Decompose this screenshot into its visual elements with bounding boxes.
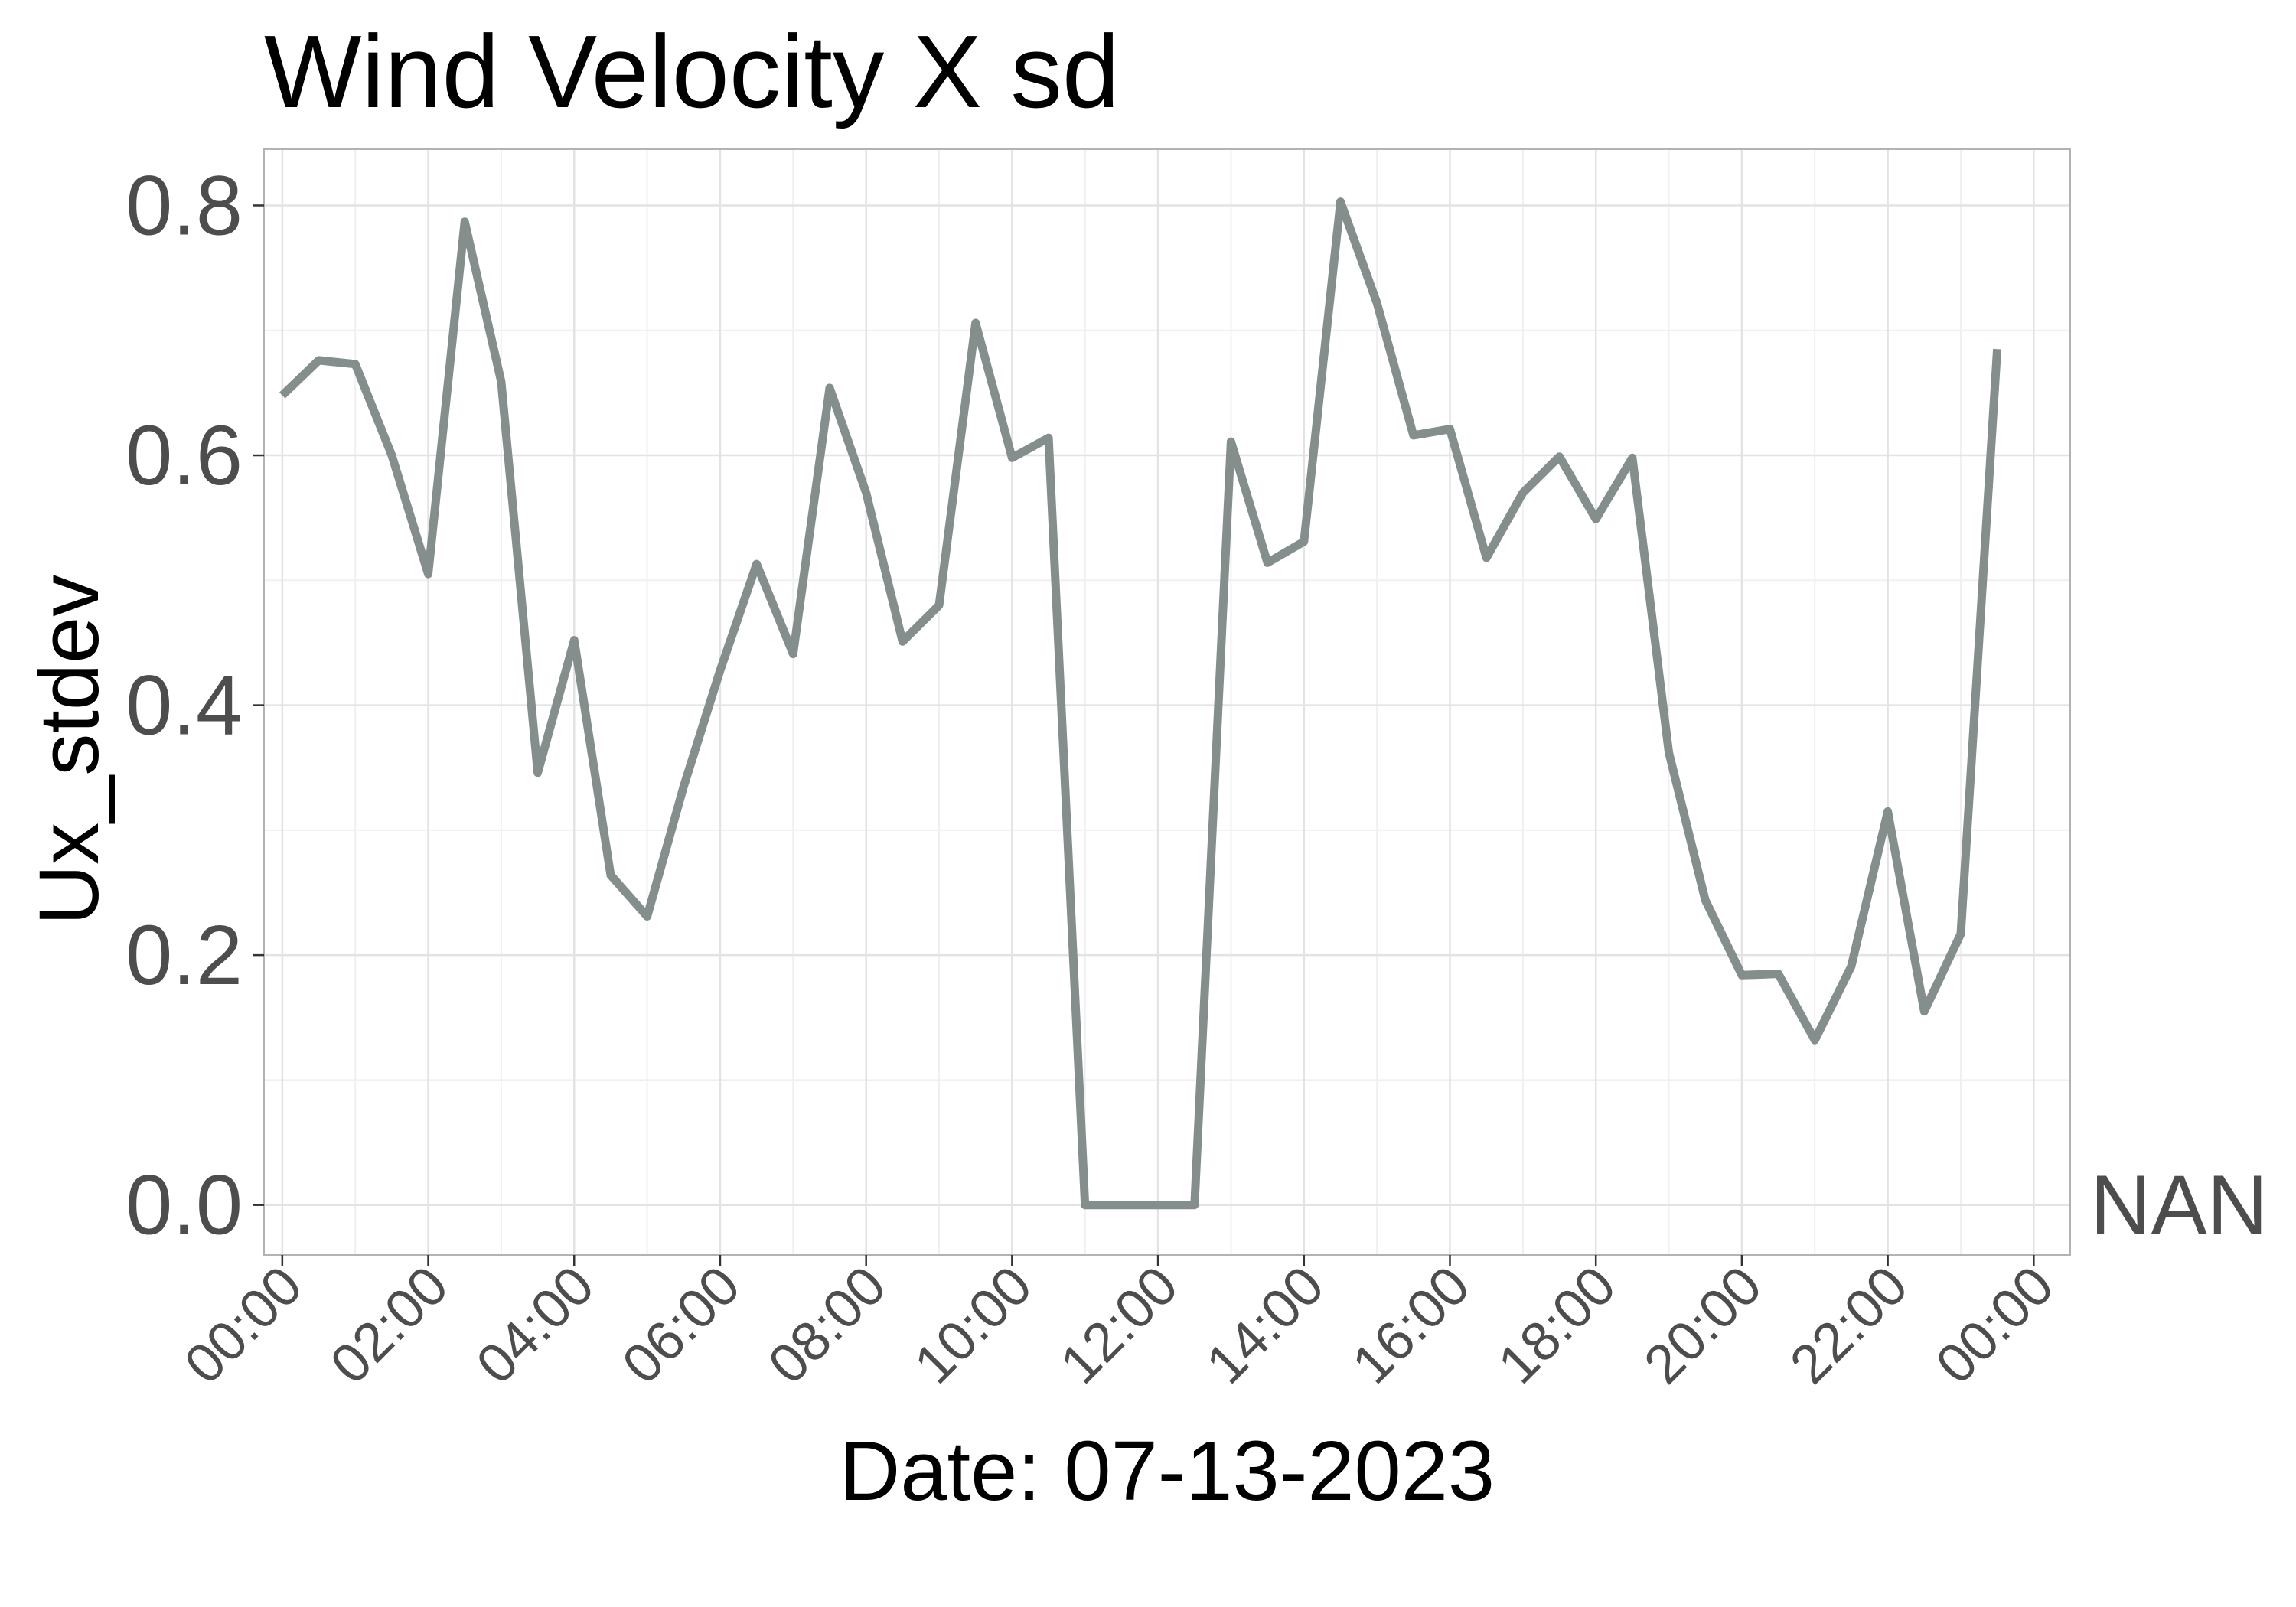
y-tick-label: 0.2: [126, 908, 243, 1002]
x-tick-label: 04:00: [465, 1255, 606, 1396]
y-axis-ticks: 0.0 0.2 0.4 0.6 0.8: [126, 158, 264, 1253]
x-tick-label: 02:00: [319, 1255, 460, 1396]
x-tick-label: 00:00: [1925, 1255, 2066, 1396]
x-tick-label: 12:00: [1049, 1255, 1189, 1396]
x-tick-label: 08:00: [757, 1255, 898, 1396]
x-tick-label: 06:00: [611, 1255, 752, 1396]
plot-panel-border: [263, 148, 2071, 1256]
x-axis-ticks: 00:00 02:00 04:00 06:00 08:00 10:00 12:00 14:00…: [173, 1255, 2065, 1396]
major-gridlines: [264, 149, 2070, 1255]
x-tick-label: 16:00: [1341, 1255, 1482, 1396]
x-tick-label: 14:00: [1195, 1255, 1336, 1396]
series-line: [279, 197, 2002, 1210]
series-layer: [279, 197, 2002, 1210]
chart-title: Wind Velocity X sd: [264, 14, 1120, 129]
x-axis-title: Date: 07-13-2023: [840, 1424, 1495, 1518]
x-tick-label: 10:00: [903, 1255, 1044, 1396]
minor-gridlines: [264, 149, 2070, 1255]
x-tick-label: 18:00: [1487, 1255, 1628, 1396]
y-axis-title: Ux_stdev: [22, 575, 116, 926]
y-tick-label: 0.4: [126, 659, 243, 753]
x-tick-label: 22:00: [1779, 1255, 1919, 1396]
x-tick-label: 00:00: [173, 1255, 314, 1396]
nan-label: NAN: [2090, 1159, 2268, 1253]
y-tick-label: 0.8: [126, 158, 243, 253]
x-tick-label: 20:00: [1632, 1255, 1773, 1396]
y-tick-label: 0.0: [126, 1159, 243, 1253]
y-tick-label: 0.6: [126, 409, 243, 503]
